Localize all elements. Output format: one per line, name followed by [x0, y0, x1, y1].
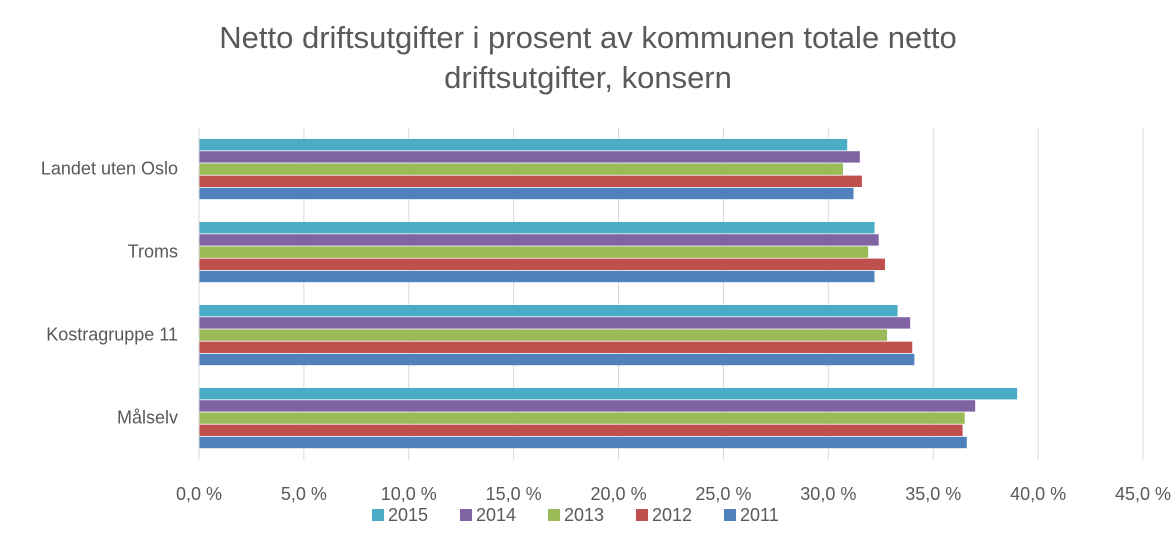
- x-tick-label: 0,0 %: [176, 484, 222, 504]
- bar: [199, 412, 965, 424]
- legend-swatch: [548, 509, 560, 521]
- legend-swatch: [724, 509, 736, 521]
- bar: [199, 258, 885, 270]
- x-tick-label: 20,0 %: [591, 484, 647, 504]
- legend-label: 2015: [388, 505, 428, 525]
- y-tick-label: Kostragruppe 11: [46, 324, 178, 344]
- chart-title: Netto driftsutgifter i prosent av kommun…: [219, 20, 957, 55]
- bar: [199, 151, 860, 163]
- y-tick-label: Målselv: [117, 407, 178, 427]
- legend-label: 2011: [740, 505, 779, 525]
- bar: [199, 270, 875, 283]
- x-tick-label: 10,0 %: [381, 484, 437, 504]
- legend-label: 2013: [564, 505, 604, 525]
- bar: [199, 139, 848, 151]
- bar: [199, 436, 967, 449]
- x-tick-label: 30,0 %: [800, 484, 856, 504]
- bar: [199, 234, 879, 246]
- bar: [199, 400, 976, 412]
- y-tick-label: Troms: [128, 241, 178, 261]
- x-tick-label: 25,0 %: [695, 484, 751, 504]
- bar: [199, 163, 844, 175]
- bar: [199, 187, 854, 200]
- bar: [199, 424, 963, 436]
- chart-title: driftsutgifter, konsern: [444, 60, 732, 95]
- x-tick-label: 45,0 %: [1115, 484, 1171, 504]
- legend-label: 2012: [652, 505, 692, 525]
- bar: [199, 353, 915, 366]
- bar: [199, 329, 888, 341]
- y-tick-label: Landet uten Oslo: [41, 158, 178, 178]
- legend-swatch: [636, 509, 648, 521]
- x-tick-label: 5,0 %: [281, 484, 327, 504]
- legend-swatch: [460, 509, 472, 521]
- legend-label: 2014: [476, 505, 516, 525]
- bar: [199, 388, 1018, 400]
- bar: [199, 317, 911, 329]
- x-tick-label: 15,0 %: [486, 484, 542, 504]
- bar: [199, 175, 862, 187]
- bar: [199, 222, 875, 234]
- x-tick-label: 40,0 %: [1010, 484, 1066, 504]
- legend-swatch: [372, 509, 384, 521]
- bar: [199, 246, 869, 258]
- x-tick-label: 35,0 %: [905, 484, 961, 504]
- bar: [199, 341, 913, 353]
- bar: [199, 305, 898, 317]
